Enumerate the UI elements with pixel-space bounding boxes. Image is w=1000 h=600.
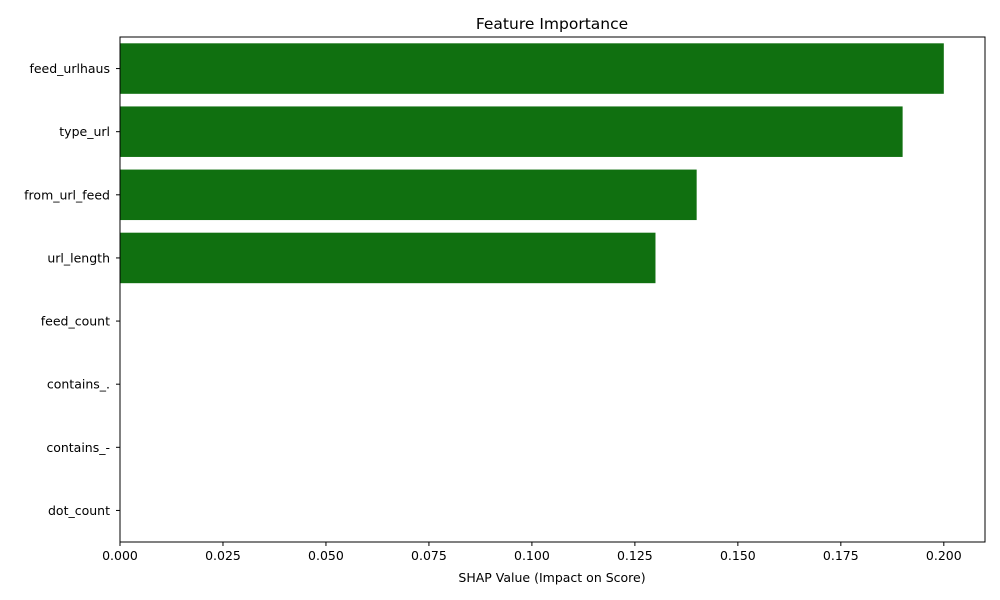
y-axis-ticks: feed_urlhaus type_url from_url_feed url_len…: [24, 61, 120, 518]
plot-frame: [119, 36, 986, 543]
chart-title: Feature Importance: [476, 15, 628, 33]
x-tick-label: 0.000: [102, 548, 138, 563]
y-tick-label: feed_urlhaus: [29, 61, 110, 76]
x-tick-label: 0.100: [514, 548, 550, 563]
y-tick-label: url_length: [47, 250, 110, 265]
bar-url_length: [120, 232, 656, 284]
x-axis-ticks: 0.000 0.025 0.050 0.075 0.100 0.125 0.150 0.175…: [102, 542, 962, 563]
x-tick-label: 0.175: [823, 548, 859, 563]
x-tick-label: 0.050: [308, 548, 344, 563]
x-tick-label: 0.025: [205, 548, 241, 563]
x-tick-label: 0.125: [617, 548, 653, 563]
y-tick-label: contains_-: [46, 440, 110, 455]
bar-feed_urlhaus: [120, 43, 944, 94]
y-tick-label: contains_.: [47, 377, 110, 392]
y-tick-label: from_url_feed: [24, 187, 110, 202]
x-tick-label: 0.075: [411, 548, 447, 563]
x-tick-label: 0.150: [720, 548, 756, 563]
x-tick-label: 0.200: [926, 548, 962, 563]
bar-type_url: [120, 106, 903, 157]
bar-from_url_feed: [120, 169, 697, 221]
y-tick-label: feed_count: [41, 314, 110, 329]
y-tick-label: type_url: [59, 124, 110, 139]
bars-group: [120, 43, 944, 284]
x-axis-title: SHAP Value (Impact on Score): [458, 570, 645, 585]
y-tick-label: dot_count: [48, 503, 110, 518]
